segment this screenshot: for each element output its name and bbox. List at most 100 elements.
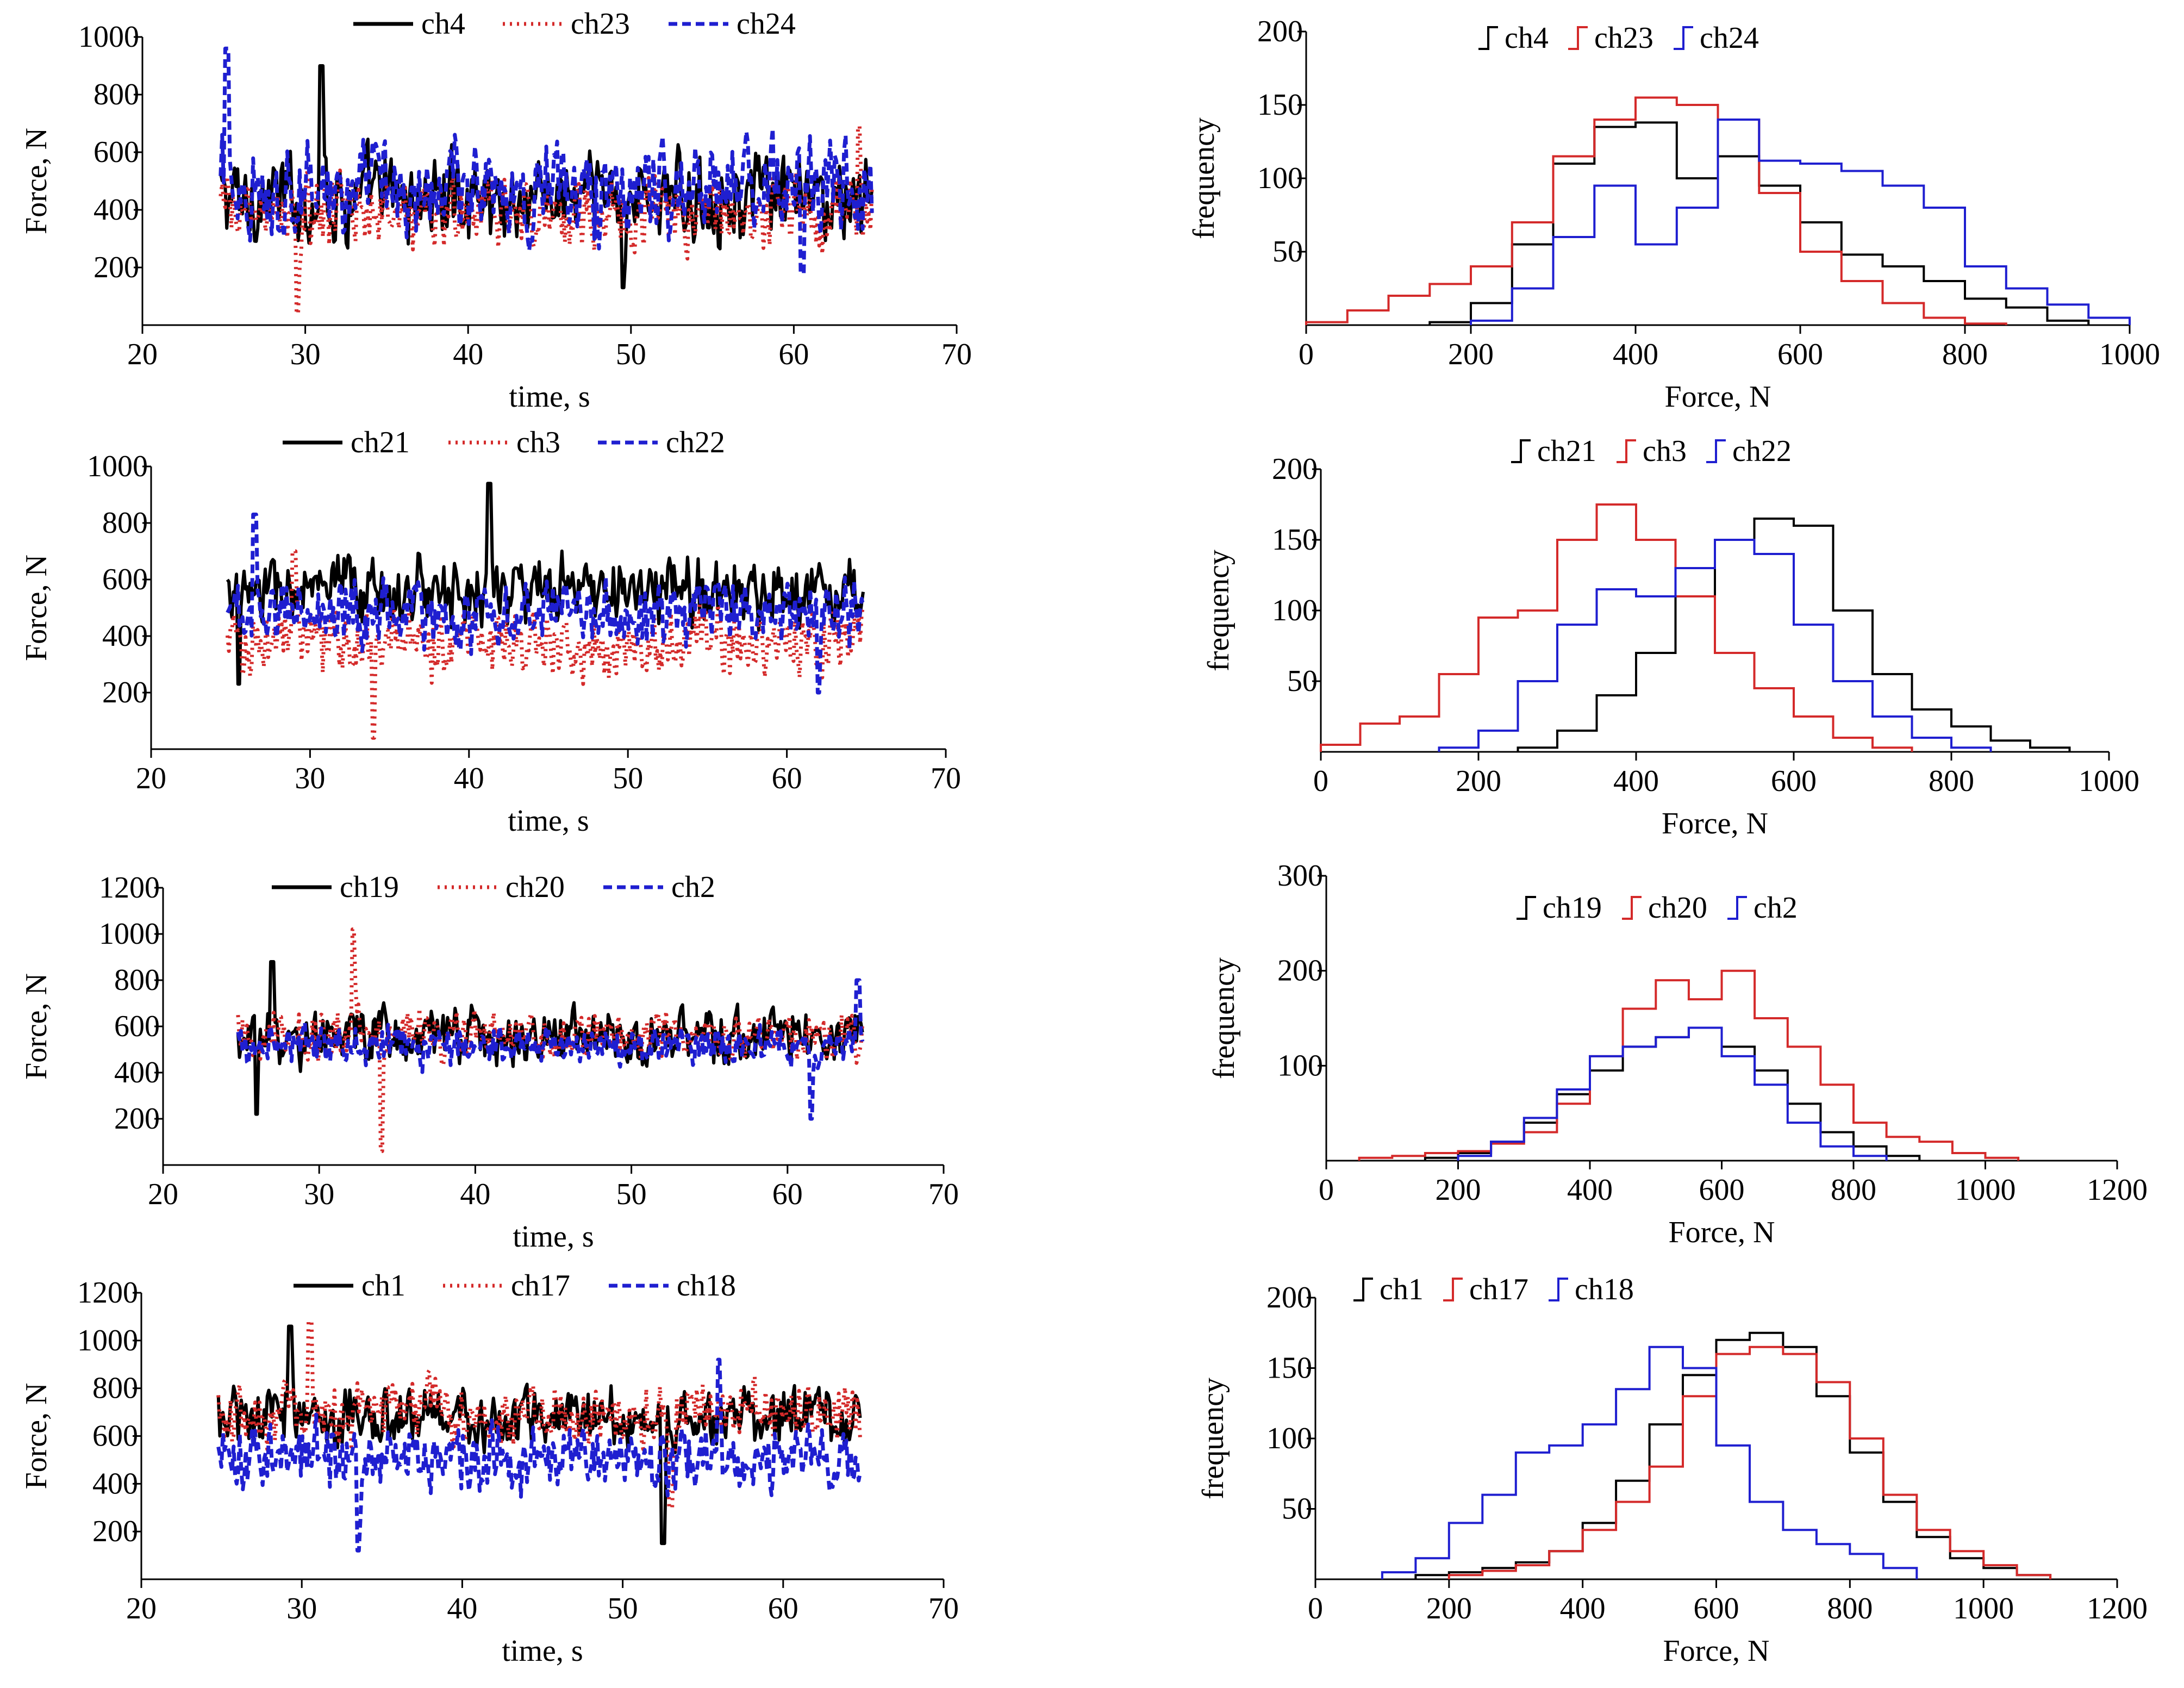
h2-x-axis-label: Force, N bbox=[1662, 807, 1768, 840]
h4-x-tick-label: 0 bbox=[1308, 1592, 1323, 1625]
h1-y-tick-label: 50 bbox=[1272, 235, 1303, 269]
ts4-series-ch17 bbox=[216, 1319, 862, 1510]
ts3-y-tick-label: 400 bbox=[114, 1056, 160, 1089]
h3-legend-swatch-ch2 bbox=[1727, 896, 1747, 920]
ts1-chart: 20 30 40 50 60 70 200 400 600 800 1000 time, s Force… bbox=[20, 7, 972, 414]
h1-x-tick-label: 800 bbox=[1942, 338, 1988, 371]
ts1-legend-label-ch23: ch23 bbox=[571, 7, 630, 41]
ts3-y-axis-label: Force, N bbox=[20, 973, 53, 1080]
h2-legend-swatch-ch22 bbox=[1706, 439, 1726, 463]
h3-x-tick-label: 0 bbox=[1319, 1173, 1334, 1207]
ts4-legend-label-ch17: ch17 bbox=[511, 1269, 570, 1303]
h2-x-tick-label: 400 bbox=[1613, 764, 1659, 798]
ts4-x-tick-label: 20 bbox=[126, 1592, 157, 1625]
h3-y-tick-label: 100 bbox=[1277, 1049, 1323, 1082]
h4-legend-swatch-ch18 bbox=[1549, 1278, 1568, 1301]
h3-series-ch2 bbox=[1457, 1026, 1888, 1161]
ts3-y-tick-label: 600 bbox=[114, 1010, 160, 1043]
ts4-y-axis-label: Force, N bbox=[20, 1383, 53, 1490]
ts3-y-tick-label: 1200 bbox=[99, 871, 160, 905]
h1-legend-swatch-ch24 bbox=[1674, 26, 1693, 50]
ts4-x-tick-label: 50 bbox=[608, 1592, 638, 1625]
h4-series-ch18 bbox=[1381, 1346, 1918, 1579]
h4-y-tick-label: 150 bbox=[1266, 1351, 1312, 1385]
h1-x-tick-label: 1000 bbox=[2099, 338, 2160, 371]
ts1-legend-label-ch24: ch24 bbox=[737, 7, 796, 41]
h4-x-tick-label: 800 bbox=[1827, 1592, 1873, 1625]
ts1-x-tick-label: 20 bbox=[127, 338, 158, 371]
ts4-x-tick-label: 30 bbox=[286, 1592, 317, 1625]
h1-y-tick-label: 200 bbox=[1257, 15, 1303, 48]
ts2-y-tick-label: 400 bbox=[102, 619, 148, 653]
ts3-x-tick-label: 70 bbox=[928, 1178, 959, 1211]
h2-legend-label-ch3: ch3 bbox=[1643, 434, 1687, 468]
ts1-series-ch23 bbox=[219, 124, 874, 316]
ts1-series-ch24 bbox=[219, 46, 874, 276]
ts2-series-ch22 bbox=[226, 512, 865, 695]
ts4-chart: 20 30 40 50 60 70 200 400 600 800 1000 1200 time, s F… bbox=[20, 1269, 959, 1668]
ts1-y-tick-label: 800 bbox=[93, 78, 139, 111]
ts3-x-tick-label: 30 bbox=[304, 1178, 334, 1211]
ts1-legend-label-ch4: ch4 bbox=[421, 7, 465, 41]
ts4-legend-label-ch1: ch1 bbox=[361, 1269, 405, 1303]
h2-series-ch3 bbox=[1320, 503, 1913, 752]
h3-y-tick-label: 300 bbox=[1277, 859, 1323, 893]
h4-y-axis-label: frequency bbox=[1196, 1378, 1230, 1499]
ts3-y-tick-label: 200 bbox=[114, 1102, 160, 1136]
h1-x-tick-label: 0 bbox=[1299, 338, 1314, 371]
h2-legend-swatch-ch21 bbox=[1511, 439, 1531, 463]
h4-x-tick-label: 1000 bbox=[1953, 1592, 2014, 1625]
ts4-x-tick-label: 60 bbox=[768, 1592, 798, 1625]
ts3-x-tick-label: 40 bbox=[460, 1178, 490, 1211]
ts3-legend-label-ch19: ch19 bbox=[340, 870, 399, 904]
h2-legend-label-ch21: ch21 bbox=[1537, 434, 1596, 468]
h4-x-tick-label: 1200 bbox=[2087, 1592, 2148, 1625]
ts3-x-axis-label: time, s bbox=[513, 1220, 594, 1254]
h4-y-tick-label: 50 bbox=[1282, 1492, 1312, 1526]
h3-x-tick-label: 200 bbox=[1436, 1173, 1481, 1207]
h1-legend-label-ch4: ch4 bbox=[1505, 21, 1549, 55]
h1-legend: ch4 ch23 ch24 bbox=[1478, 21, 1759, 55]
h2-y-tick-label: 200 bbox=[1272, 452, 1318, 486]
ts1-x-tick-label: 50 bbox=[616, 338, 646, 371]
h4-chart: 0 200 400 600 800 1000 1200 50 100 150 200 Force, N… bbox=[1196, 1273, 2148, 1668]
ts1-y-tick-label: 1000 bbox=[78, 20, 139, 54]
h3-legend-label-ch2: ch2 bbox=[1754, 891, 1798, 925]
ts4-x-tick-label: 40 bbox=[447, 1592, 477, 1625]
ts2-y-tick-label: 1000 bbox=[87, 450, 148, 483]
ts3-y-tick-label: 1000 bbox=[99, 917, 160, 951]
ts3-series-ch2 bbox=[236, 978, 865, 1121]
ts2-x-tick-label: 60 bbox=[772, 762, 802, 795]
ts4-y-tick-label: 800 bbox=[92, 1372, 138, 1405]
ts3-legend-label-ch20: ch20 bbox=[506, 870, 565, 904]
h2-x-tick-label: 600 bbox=[1771, 764, 1817, 798]
ts2-y-tick-label: 200 bbox=[102, 676, 148, 709]
ts2-x-tick-label: 40 bbox=[454, 762, 484, 795]
ts1-legend: ch4 ch23 ch24 bbox=[353, 7, 796, 41]
ts4-series-ch18 bbox=[216, 1357, 862, 1553]
h1-y-tick-label: 150 bbox=[1257, 88, 1303, 122]
h2-chart: 0 200 400 600 800 1000 50 100 150 200 Force, N freq… bbox=[1202, 434, 2139, 840]
h2-legend: ch21 ch3 ch22 bbox=[1511, 434, 1792, 468]
h1-chart: 0 200 400 600 800 1000 50 100 150 200 Force, N freq… bbox=[1187, 15, 2160, 414]
ts4-x-axis-label: time, s bbox=[502, 1634, 583, 1668]
h4-legend-label-ch1: ch1 bbox=[1380, 1273, 1424, 1306]
ts2-chart: 20 30 40 50 60 70 200 400 600 800 1000 time, s Force… bbox=[20, 426, 961, 838]
ts3-legend-label-ch2: ch2 bbox=[671, 870, 715, 904]
ts4-y-tick-label: 400 bbox=[92, 1467, 138, 1500]
ts4-legend-label-ch18: ch18 bbox=[677, 1269, 736, 1303]
ts3-x-tick-label: 60 bbox=[772, 1178, 803, 1211]
h3-series-ch20 bbox=[1358, 969, 2020, 1161]
h1-legend-label-ch24: ch24 bbox=[1700, 21, 1759, 55]
h4-series-ch17 bbox=[1447, 1346, 2052, 1579]
h3-legend-swatch-ch19 bbox=[1517, 896, 1536, 920]
ts1-x-axis-label: time, s bbox=[509, 380, 590, 414]
h2-y-axis-label: frequency bbox=[1202, 550, 1235, 671]
ts2-legend-label-ch22: ch22 bbox=[666, 426, 725, 459]
h2-legend-swatch-ch3 bbox=[1617, 439, 1636, 463]
ts4-y-tick-label: 1200 bbox=[77, 1276, 138, 1310]
ts1-y-tick-label: 600 bbox=[93, 135, 139, 169]
h2-x-tick-label: 200 bbox=[1456, 764, 1501, 798]
ts2-series-ch21 bbox=[226, 482, 865, 686]
h3-legend: ch19 ch20 ch2 bbox=[1517, 891, 1798, 925]
